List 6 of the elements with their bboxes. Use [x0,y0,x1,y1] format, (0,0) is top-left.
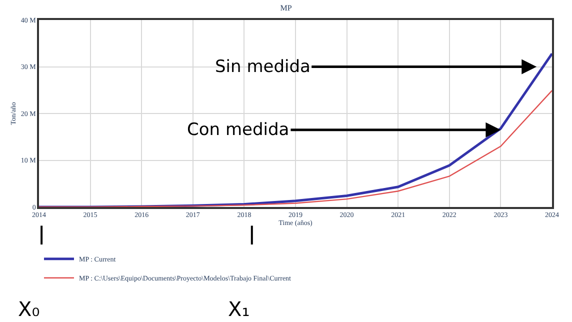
line-series [39,90,552,207]
ref-line-label: X₀ [18,297,40,321]
chart-title: MP [280,3,292,12]
annotation: Con medida [187,120,290,140]
ref-line-label: X₁ [228,297,250,321]
annotation: Sin medida [215,57,310,77]
